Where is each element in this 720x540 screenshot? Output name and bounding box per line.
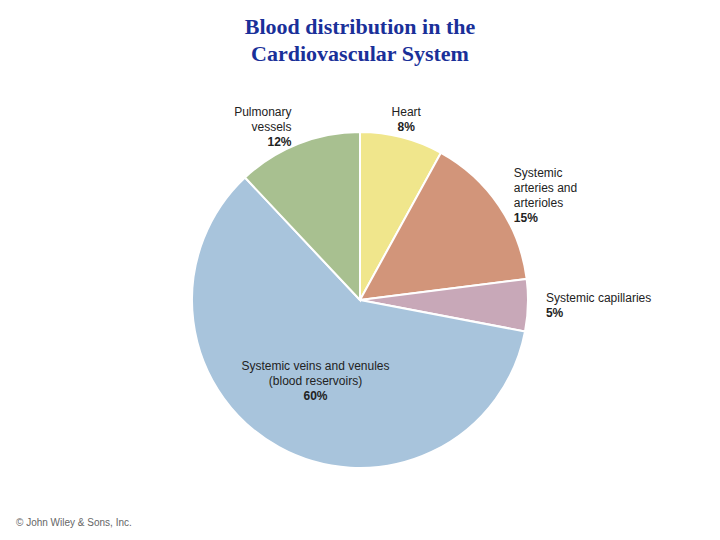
pie-slice: [245, 132, 360, 300]
data-label: 12%: [267, 135, 291, 149]
chart-container: Blood distribution in theCardiovascular …: [0, 0, 720, 540]
slice-label: Systemicarteries andarterioles: [514, 166, 577, 210]
slices: [192, 132, 528, 468]
chart-title: Blood distribution in theCardiovascular …: [245, 14, 476, 66]
slice-label: Systemic capillaries: [546, 291, 651, 305]
background: [0, 0, 720, 540]
data-label: 60%: [303, 389, 327, 403]
slice-label: Systemic veins and venules(blood reservo…: [241, 359, 389, 388]
data-label: 5%: [546, 306, 564, 320]
chart-svg: Blood distribution in theCardiovascular …: [0, 0, 720, 540]
labels: Heart8% Systemicarteries andarterioles15%…: [234, 105, 651, 403]
annotation: © John Wiley & Sons, Inc.: [16, 517, 132, 528]
slice-label: Pulmonaryvessels: [234, 105, 291, 134]
data-label: 15%: [514, 211, 538, 225]
pie-slice: [360, 153, 527, 300]
slice-label: Heart: [392, 105, 422, 119]
data-label: 8%: [398, 120, 416, 134]
